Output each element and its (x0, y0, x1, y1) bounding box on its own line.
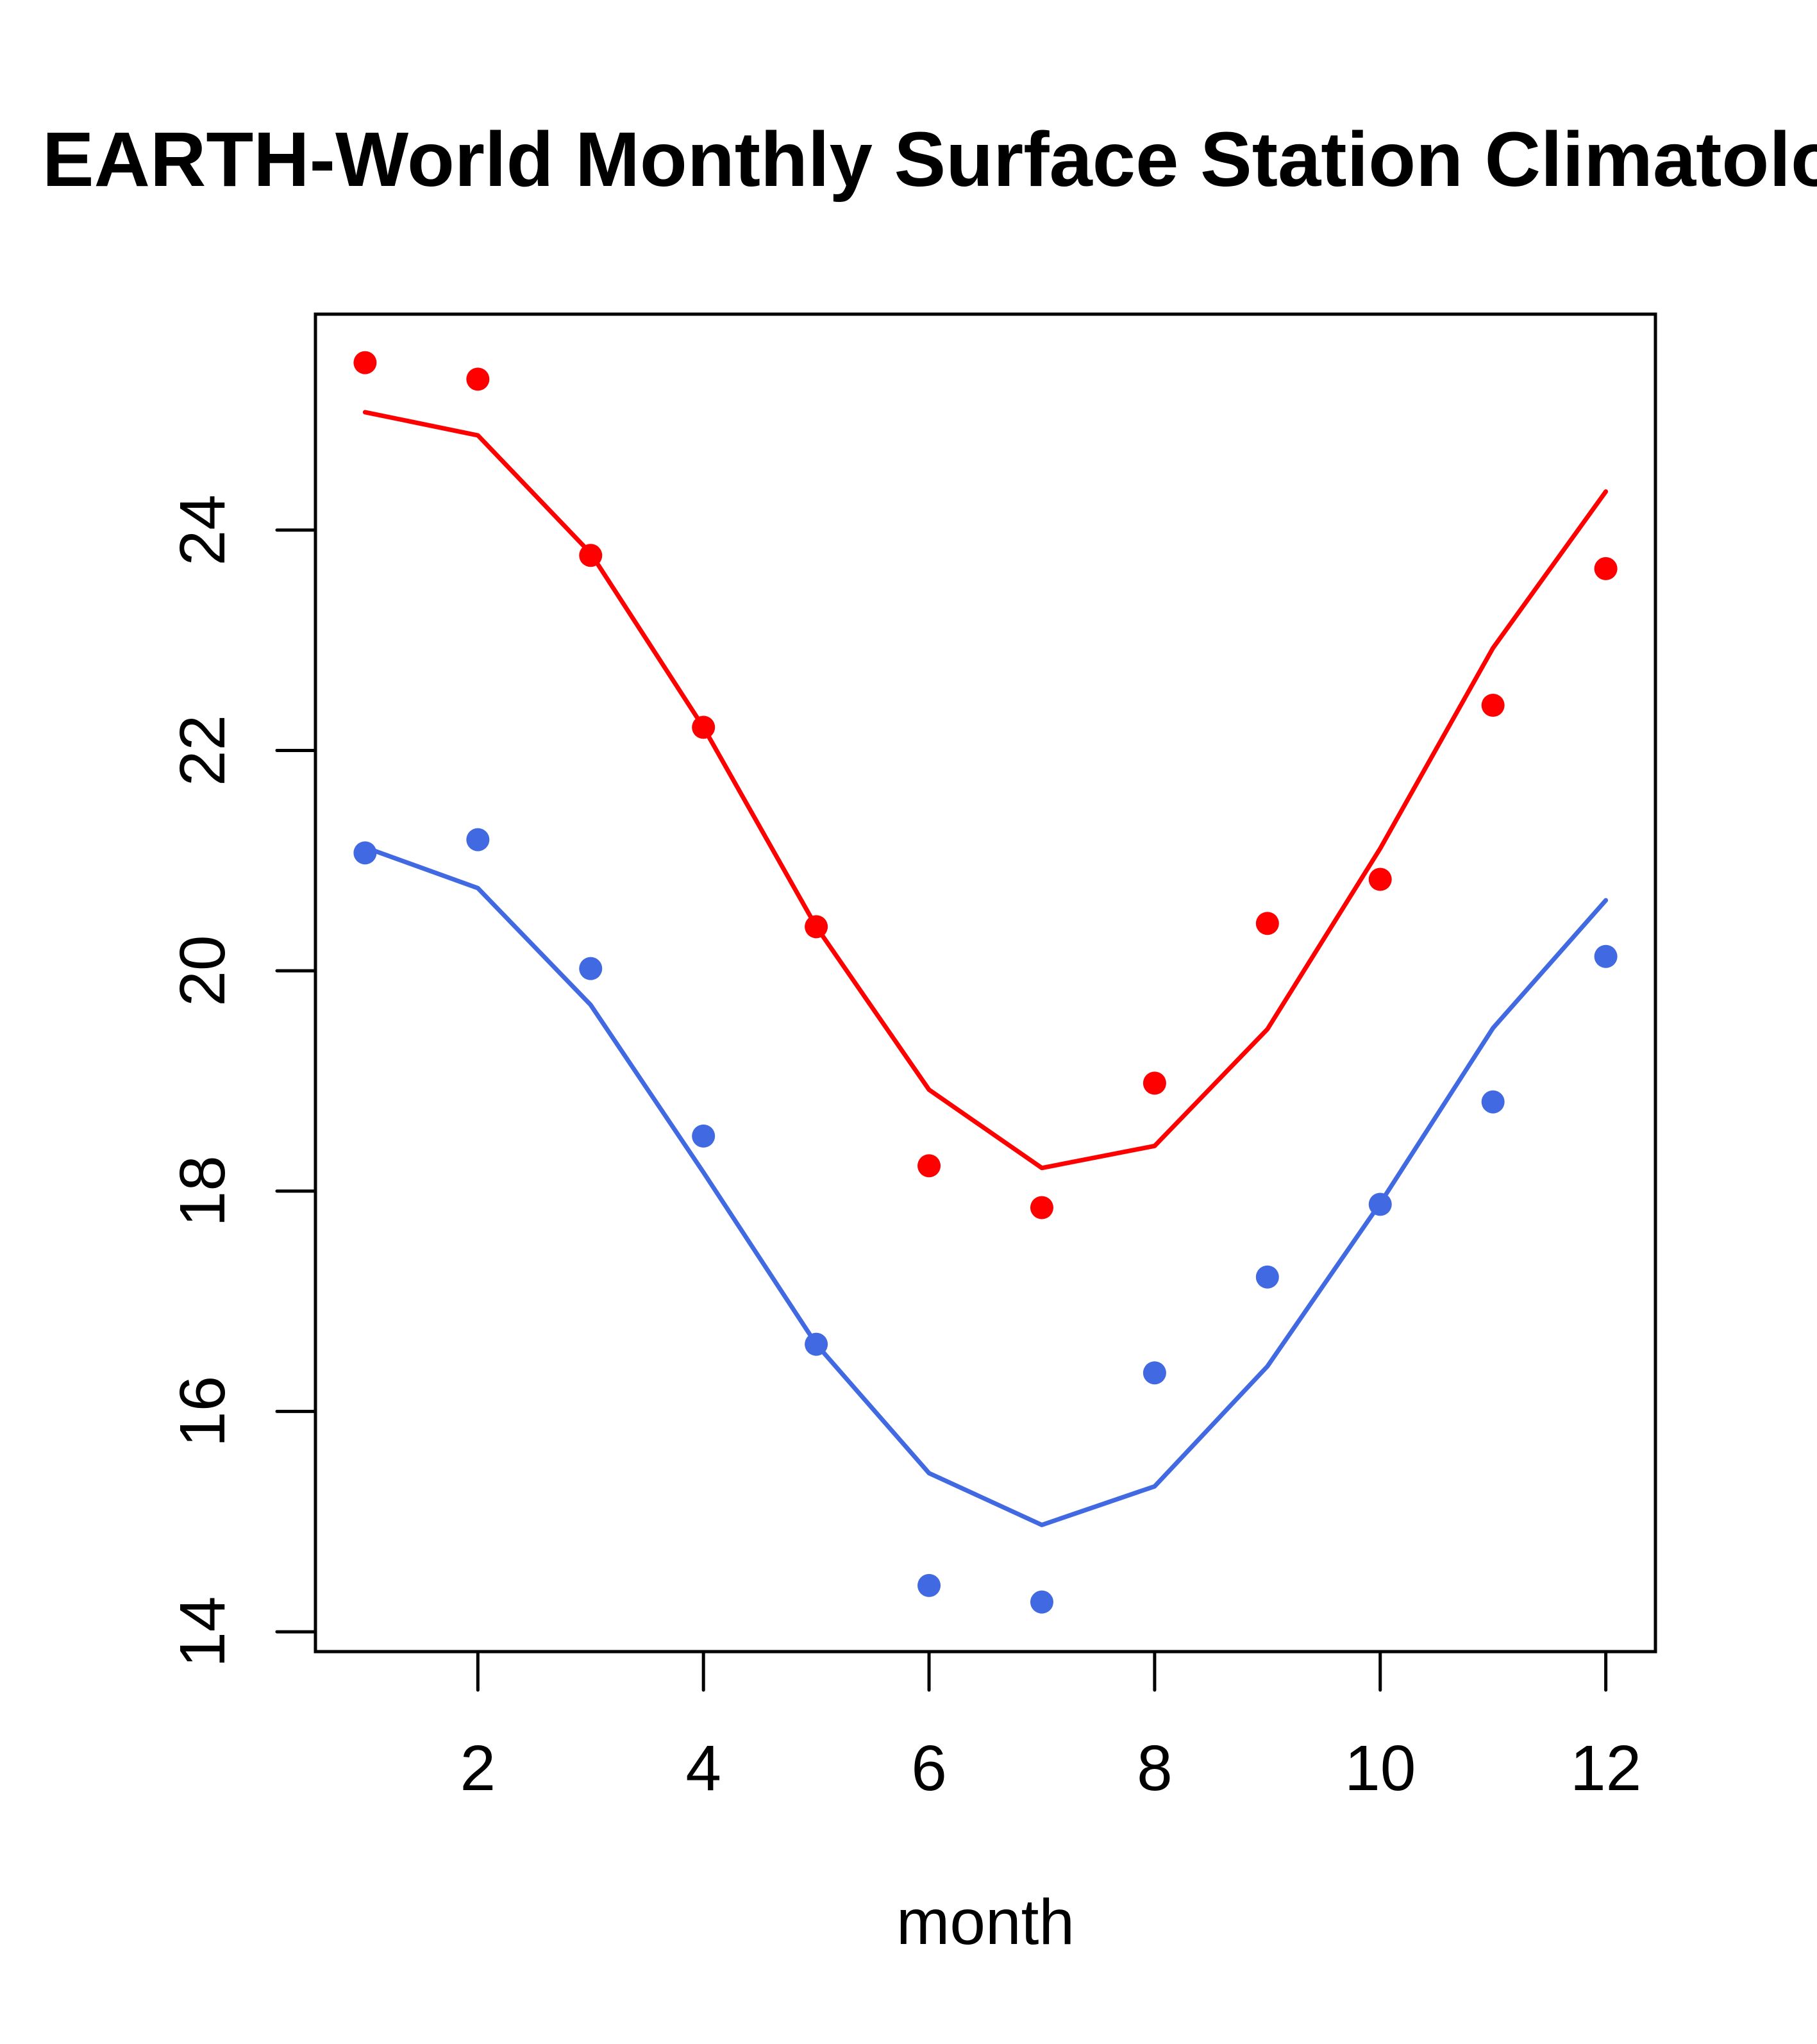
red-point (1481, 693, 1505, 717)
red-point (805, 915, 828, 939)
red-point (579, 544, 603, 567)
blue-point (466, 828, 490, 851)
red-point (353, 351, 377, 374)
blue-point (1255, 1265, 1279, 1289)
blue-point (579, 957, 603, 980)
y-axis: 14 16 18 20 22 24 (167, 494, 317, 1668)
red-point (1594, 557, 1618, 580)
blue-point (1594, 944, 1618, 968)
blue-point (692, 1124, 716, 1148)
x-tick-label: 10 (1344, 1732, 1416, 1804)
red-point (1143, 1071, 1166, 1095)
blue-point (1143, 1361, 1166, 1385)
blue-point (1481, 1090, 1505, 1114)
x-tick-label: 12 (1570, 1732, 1641, 1804)
x-axis: 2 4 6 8 10 12 (460, 1650, 1641, 1804)
series-layer (353, 351, 1618, 1614)
x-tick-label: 4 (685, 1732, 721, 1804)
blue-point (1368, 1193, 1392, 1216)
y-tick-label: 22 (167, 715, 239, 786)
plot-frame (314, 312, 1657, 1654)
red-line (362, 410, 1609, 1171)
x-tick-label: 8 (1137, 1732, 1173, 1804)
x-tick-label: 2 (460, 1732, 496, 1804)
red-point (692, 716, 716, 739)
blue-point (353, 841, 377, 865)
red-points (353, 351, 1618, 1219)
red-point (466, 367, 490, 391)
x-tick-label: 6 (911, 1732, 947, 1804)
y-tick-label: 24 (167, 494, 239, 565)
blue-point (805, 1332, 828, 1356)
y-tick-label: 16 (167, 1376, 239, 1447)
chart-title: EARTH-World Monthly Surface Station Clim… (42, 115, 1817, 203)
y-tick-label: 14 (167, 1596, 239, 1667)
red-point (1368, 867, 1392, 891)
red-point (917, 1154, 941, 1178)
blue-points (353, 828, 1618, 1614)
blue-point (1030, 1590, 1053, 1614)
y-tick-label: 20 (167, 935, 239, 1006)
red-point (1255, 912, 1279, 935)
x-axis-label: month (896, 1886, 1075, 1958)
y-tick-label: 18 (167, 1155, 239, 1227)
red-point (1030, 1196, 1053, 1219)
blue-point (917, 1573, 941, 1597)
blue-line (362, 845, 1609, 1527)
